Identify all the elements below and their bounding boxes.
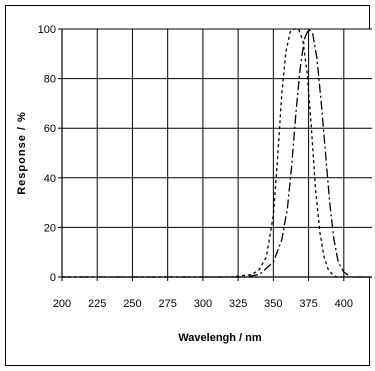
x-tick-label: 300 (194, 298, 212, 310)
x-tick-label: 325 (229, 298, 247, 310)
series-lines (62, 28, 372, 278)
chart-frame: 200 225 250 275 300 325 350 375 400 0 20 40 60 80 100… (5, 5, 372, 366)
x-tick-label: 250 (123, 298, 141, 310)
y-tick-label: 20 (44, 222, 56, 234)
x-tick-label: 200 (53, 298, 71, 310)
x-tick-label: 375 (299, 298, 317, 310)
x-tick-label: 400 (335, 298, 353, 310)
gridlines (62, 28, 372, 278)
x-tick-label: 275 (159, 298, 177, 310)
y-tick-label: 80 (44, 74, 56, 86)
y-tick-labels: 0 20 40 60 80 100 (38, 24, 56, 284)
x-tick-label: 350 (264, 298, 282, 310)
y-tick-label: 60 (44, 123, 56, 135)
plot-area (62, 29, 372, 277)
series-line-1 (62, 28, 372, 278)
y-axis-title: Response / % (16, 111, 28, 195)
x-axis-title: Wavelengh / nm (178, 332, 262, 344)
y-tick-label: 40 (44, 173, 56, 185)
x-tick-labels: 200 225 250 275 300 325 350 375 400 (53, 298, 353, 310)
x-tick-label: 225 (88, 298, 106, 310)
series-line-2 (62, 28, 372, 278)
response-chart: 200 225 250 275 300 325 350 375 400 0 20 40 60 80 100… (16, 24, 372, 344)
y-tick-label: 0 (50, 272, 56, 284)
y-tick-label: 100 (38, 24, 56, 36)
